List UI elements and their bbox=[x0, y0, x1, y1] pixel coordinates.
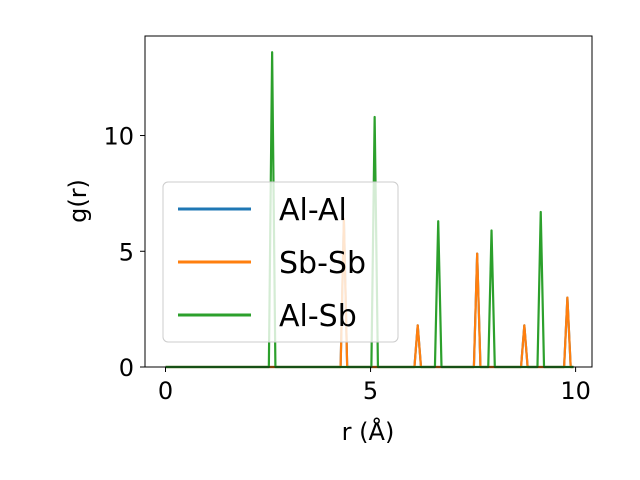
legend-label-al-al: Al-Al bbox=[279, 193, 347, 228]
x-tick-label: 0 bbox=[158, 377, 173, 405]
legend: Al-Al Sb-Sb Al-Sb bbox=[162, 181, 399, 343]
x-tick-label: 10 bbox=[560, 377, 591, 405]
x-axis-label: r (Å) bbox=[342, 417, 395, 446]
x-tick-label: 5 bbox=[363, 377, 378, 405]
y-tick-label: 5 bbox=[119, 238, 134, 266]
y-tick-label: 0 bbox=[119, 354, 134, 382]
legend-label-al-sb: Al-Sb bbox=[279, 299, 357, 334]
y-axis-ticks: 0 5 10 bbox=[103, 123, 145, 382]
x-axis-ticks: 0 5 10 bbox=[158, 367, 591, 405]
y-tick-label: 10 bbox=[103, 123, 134, 151]
legend-frame bbox=[162, 181, 399, 343]
plot-frame bbox=[144, 35, 593, 368]
legend-label-sb-sb: Sb-Sb bbox=[279, 246, 366, 281]
y-axis-label: g(r) bbox=[64, 179, 92, 223]
